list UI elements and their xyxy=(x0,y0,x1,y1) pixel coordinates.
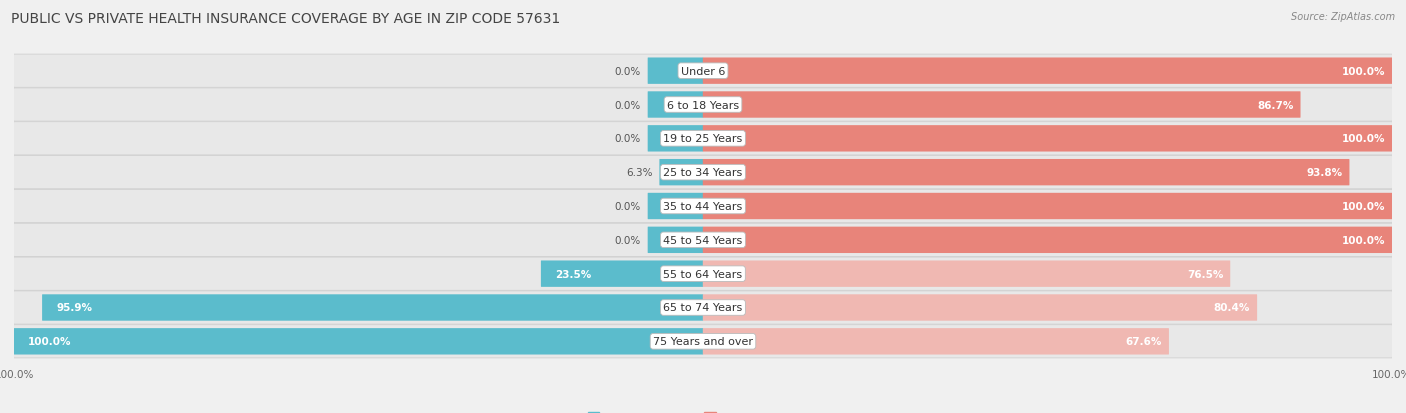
Text: 23.5%: 23.5% xyxy=(555,269,591,279)
FancyBboxPatch shape xyxy=(648,126,703,152)
FancyBboxPatch shape xyxy=(703,261,1230,287)
FancyBboxPatch shape xyxy=(648,227,703,254)
FancyBboxPatch shape xyxy=(703,227,1392,254)
Text: 76.5%: 76.5% xyxy=(1187,269,1223,279)
FancyBboxPatch shape xyxy=(703,126,1392,152)
Text: Source: ZipAtlas.com: Source: ZipAtlas.com xyxy=(1291,12,1395,22)
Text: 93.8%: 93.8% xyxy=(1306,168,1343,178)
Text: 100.0%: 100.0% xyxy=(1341,66,1385,76)
FancyBboxPatch shape xyxy=(14,325,1392,358)
FancyBboxPatch shape xyxy=(648,193,703,220)
FancyBboxPatch shape xyxy=(703,328,1168,355)
Text: 0.0%: 0.0% xyxy=(614,202,641,211)
Text: 65 to 74 Years: 65 to 74 Years xyxy=(664,303,742,313)
Text: 0.0%: 0.0% xyxy=(614,134,641,144)
FancyBboxPatch shape xyxy=(703,193,1392,220)
FancyBboxPatch shape xyxy=(703,58,1392,85)
Legend: Public Insurance, Private Insurance: Public Insurance, Private Insurance xyxy=(583,408,823,413)
FancyBboxPatch shape xyxy=(14,89,1392,122)
Text: 100.0%: 100.0% xyxy=(1341,134,1385,144)
Text: 67.6%: 67.6% xyxy=(1125,337,1161,347)
Text: 86.7%: 86.7% xyxy=(1257,100,1294,110)
Text: 25 to 34 Years: 25 to 34 Years xyxy=(664,168,742,178)
FancyBboxPatch shape xyxy=(703,294,1257,321)
Text: 95.9%: 95.9% xyxy=(56,303,91,313)
FancyBboxPatch shape xyxy=(659,159,703,186)
FancyBboxPatch shape xyxy=(14,190,1392,223)
Text: 100.0%: 100.0% xyxy=(28,337,72,347)
FancyBboxPatch shape xyxy=(703,92,1301,119)
Text: 100.0%: 100.0% xyxy=(1341,202,1385,211)
Text: Under 6: Under 6 xyxy=(681,66,725,76)
FancyBboxPatch shape xyxy=(14,123,1392,156)
Text: 19 to 25 Years: 19 to 25 Years xyxy=(664,134,742,144)
Text: 0.0%: 0.0% xyxy=(614,100,641,110)
Text: 0.0%: 0.0% xyxy=(614,66,641,76)
FancyBboxPatch shape xyxy=(541,261,703,287)
FancyBboxPatch shape xyxy=(14,328,703,355)
FancyBboxPatch shape xyxy=(14,156,1392,189)
Text: 75 Years and over: 75 Years and over xyxy=(652,337,754,347)
Text: 80.4%: 80.4% xyxy=(1213,303,1250,313)
FancyBboxPatch shape xyxy=(14,291,1392,324)
Text: 0.0%: 0.0% xyxy=(614,235,641,245)
Text: 6.3%: 6.3% xyxy=(626,168,652,178)
FancyBboxPatch shape xyxy=(648,92,703,119)
Text: 35 to 44 Years: 35 to 44 Years xyxy=(664,202,742,211)
Text: 100.0%: 100.0% xyxy=(1341,235,1385,245)
Text: 45 to 54 Years: 45 to 54 Years xyxy=(664,235,742,245)
FancyBboxPatch shape xyxy=(14,55,1392,88)
FancyBboxPatch shape xyxy=(14,224,1392,257)
Text: PUBLIC VS PRIVATE HEALTH INSURANCE COVERAGE BY AGE IN ZIP CODE 57631: PUBLIC VS PRIVATE HEALTH INSURANCE COVER… xyxy=(11,12,561,26)
Text: 55 to 64 Years: 55 to 64 Years xyxy=(664,269,742,279)
FancyBboxPatch shape xyxy=(14,257,1392,290)
FancyBboxPatch shape xyxy=(703,159,1350,186)
FancyBboxPatch shape xyxy=(42,294,703,321)
Text: 6 to 18 Years: 6 to 18 Years xyxy=(666,100,740,110)
FancyBboxPatch shape xyxy=(648,58,703,85)
